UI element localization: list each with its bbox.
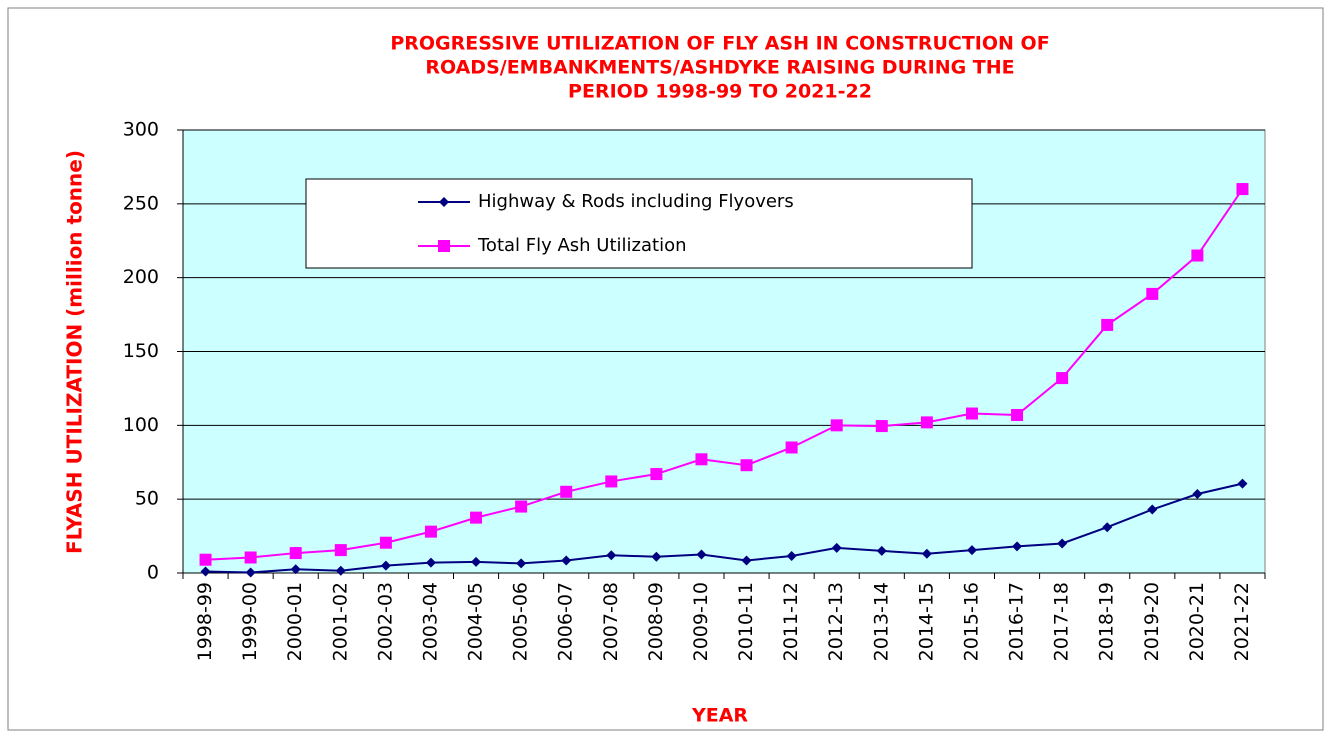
x-tick-label: 2021-22 bbox=[1231, 582, 1253, 661]
data-point bbox=[471, 556, 482, 567]
data-point bbox=[1147, 504, 1158, 515]
y-tick-label: 100 bbox=[123, 414, 159, 436]
data-point bbox=[1102, 522, 1113, 533]
data-point bbox=[695, 453, 708, 466]
data-point bbox=[1146, 287, 1159, 300]
data-point bbox=[289, 547, 302, 560]
data-point bbox=[1056, 372, 1069, 385]
data-point bbox=[1192, 488, 1203, 499]
x-tick-label: 2015-16 bbox=[960, 582, 982, 661]
x-tick-label: 2009-10 bbox=[690, 582, 712, 661]
data-point bbox=[921, 548, 932, 559]
data-point bbox=[379, 536, 392, 549]
data-point bbox=[651, 551, 662, 562]
x-tick-label: 2000-01 bbox=[284, 582, 306, 661]
data-point bbox=[831, 542, 842, 553]
x-axis-label: YEAR bbox=[691, 705, 748, 727]
data-point bbox=[335, 565, 346, 576]
data-point bbox=[561, 555, 572, 566]
y-axis-label: FLYASH UTILIZATION (million tonne) bbox=[63, 150, 87, 554]
y-tick-label: 200 bbox=[123, 266, 159, 288]
data-point bbox=[470, 511, 483, 524]
data-point bbox=[741, 555, 752, 566]
x-tick-label: 1998-99 bbox=[194, 582, 216, 661]
x-tick-label: 2011-12 bbox=[780, 582, 802, 661]
y-tick-label: 150 bbox=[123, 340, 159, 362]
series-line bbox=[205, 482, 1243, 574]
y-tick-label: 300 bbox=[123, 119, 159, 141]
legend-marker bbox=[439, 197, 449, 207]
x-tick-label: 2020-21 bbox=[1186, 582, 1208, 661]
data-point bbox=[605, 475, 618, 488]
data-point bbox=[1057, 538, 1068, 549]
y-tick-label: 0 bbox=[147, 562, 159, 584]
x-tick-label: 2019-20 bbox=[1141, 582, 1163, 661]
x-tick-label: 2014-15 bbox=[915, 582, 937, 661]
legend bbox=[305, 178, 973, 269]
data-point bbox=[1011, 408, 1024, 421]
x-tick-label: 2005-06 bbox=[510, 582, 532, 661]
data-point bbox=[876, 545, 887, 556]
data-point bbox=[516, 558, 527, 569]
data-point bbox=[650, 468, 663, 481]
x-tick-label: 2010-11 bbox=[735, 582, 757, 661]
x-tick-label: 2001-02 bbox=[329, 582, 351, 661]
chart-title: PROGRESSIVE UTILIZATION OF FLY ASH IN CO… bbox=[390, 33, 1049, 55]
x-tick-label: 2004-05 bbox=[465, 582, 487, 661]
data-point bbox=[830, 419, 843, 432]
y-tick-label: 50 bbox=[135, 488, 159, 510]
series-line bbox=[205, 188, 1244, 561]
y-tick-label: 250 bbox=[123, 192, 159, 214]
data-point bbox=[966, 545, 977, 556]
data-point bbox=[515, 500, 528, 513]
x-tick-label: 2003-04 bbox=[419, 582, 441, 661]
data-point bbox=[1237, 478, 1248, 489]
x-tick-label: 2002-03 bbox=[374, 582, 396, 661]
data-point bbox=[1191, 249, 1204, 262]
data-point bbox=[200, 566, 211, 577]
data-point bbox=[334, 544, 347, 557]
data-point bbox=[965, 407, 978, 420]
x-tick-label: 2007-08 bbox=[600, 582, 622, 661]
data-point bbox=[875, 420, 888, 433]
data-point bbox=[424, 525, 437, 538]
data-point bbox=[740, 459, 753, 472]
data-point bbox=[290, 564, 301, 575]
data-point bbox=[425, 557, 436, 568]
x-tick-label: 2006-07 bbox=[555, 582, 577, 661]
data-point bbox=[560, 485, 573, 498]
data-point bbox=[920, 416, 933, 429]
data-point bbox=[1236, 183, 1249, 196]
chart-title: PERIOD 1998-99 TO 2021-22 bbox=[568, 81, 872, 103]
data-point bbox=[244, 551, 257, 564]
x-tick-label: 2016-17 bbox=[1006, 582, 1028, 661]
x-tick-label: 2012-13 bbox=[825, 582, 847, 661]
data-point bbox=[786, 551, 797, 562]
x-tick-label: 2008-09 bbox=[645, 582, 667, 661]
x-tick-label: 2013-14 bbox=[870, 582, 892, 661]
data-point bbox=[696, 549, 707, 560]
data-point bbox=[785, 441, 798, 454]
x-tick-label: 2017-18 bbox=[1051, 582, 1073, 661]
data-point bbox=[606, 550, 617, 561]
legend-label: Highway & Rods including Flyovers bbox=[478, 191, 794, 212]
data-point bbox=[380, 560, 391, 571]
chart-title: ROADS/EMBANKMENTS/ASHDYKE RAISING DURING… bbox=[425, 57, 1014, 79]
x-tick-label: 2018-19 bbox=[1096, 582, 1118, 661]
legend-marker bbox=[438, 240, 450, 252]
data-point bbox=[1101, 318, 1114, 331]
data-point bbox=[199, 553, 212, 566]
legend-label: Total Fly Ash Utilization bbox=[477, 235, 687, 256]
x-tick-label: 1999-00 bbox=[239, 582, 261, 661]
data-point bbox=[245, 567, 256, 578]
data-point bbox=[1012, 541, 1023, 552]
